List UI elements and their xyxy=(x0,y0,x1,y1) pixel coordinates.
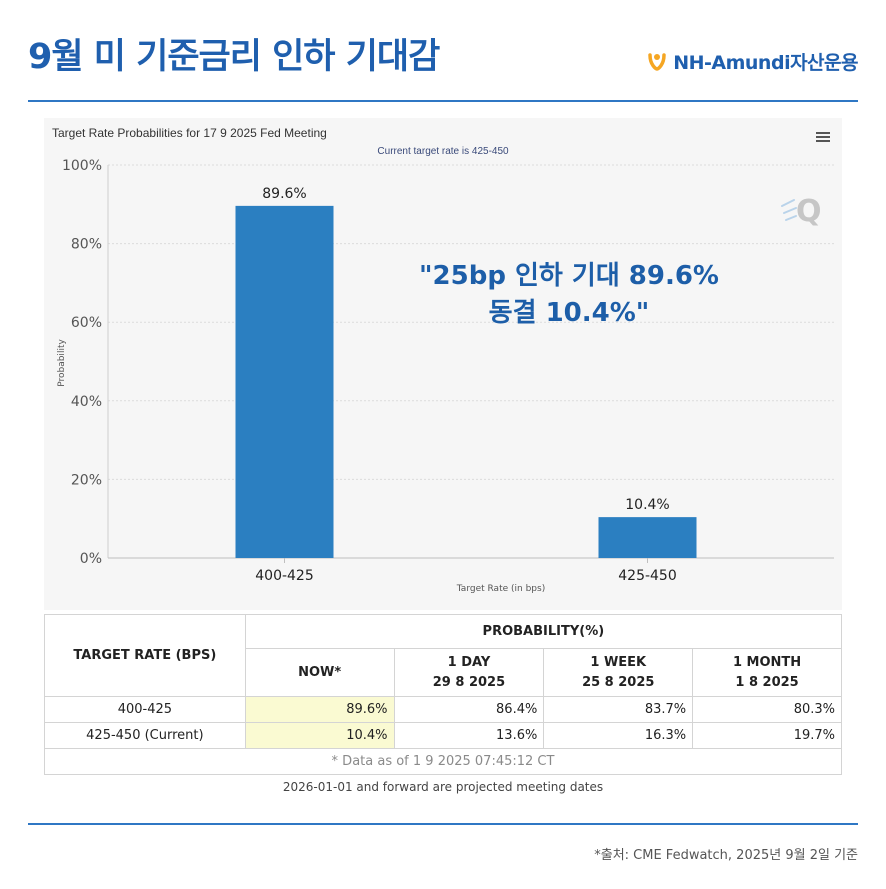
col-header-1month: 1 MONTH 1 8 2025 xyxy=(692,648,842,697)
bar-value-label: 89.6% xyxy=(262,186,306,202)
bar-chart: 0% 20% 40% 60% 80% 100% 89.6% 400-425 10.4% 425-4… xyxy=(57,158,834,594)
header-divider xyxy=(28,100,858,102)
table-row: 400-425 89.6% 86.4% 83.7% 80.3% xyxy=(44,696,842,723)
col-header-now: NOW* xyxy=(244,648,395,697)
bar-400-425 xyxy=(235,205,334,558)
probability-table: TARGET RATE (BPS) PROBABILITY(%) NOW* 1 … xyxy=(44,614,843,775)
brand-name: NH-Amundi자산운용 xyxy=(673,52,858,74)
footer-divider xyxy=(28,823,858,825)
page-title: 9월 미 기준금리 인하 기대감 xyxy=(28,37,440,77)
chart-subtitle: Current target rate is 425-450 xyxy=(377,146,509,157)
x-tick-label: 425-450 xyxy=(618,568,677,584)
x-axis-title: Target Rate (in bps) xyxy=(456,584,545,594)
prob-1day-cell: 86.4% xyxy=(393,696,545,723)
bar-425-450 xyxy=(598,517,697,558)
col-header-1week: 1 WEEK 25 8 2025 xyxy=(543,648,694,697)
rate-cell: 400-425 xyxy=(44,696,246,723)
nh-logo-icon xyxy=(648,52,666,71)
prob-1week-cell: 83.7% xyxy=(543,696,694,723)
callout-line-2: 동결 10.4%" xyxy=(488,298,650,328)
projection-note: 2026-01-01 and forward are projected mee… xyxy=(282,780,604,794)
prob-1week-cell: 16.3% xyxy=(543,722,694,749)
probability-header: PROBABILITY(%) xyxy=(244,614,843,649)
y-tick-label: 60% xyxy=(71,315,102,331)
quikstrike-q-icon: Q xyxy=(781,194,822,229)
hamburger-menu-icon[interactable] xyxy=(816,132,830,143)
brand: NH-Amundi자산운용 xyxy=(647,48,858,75)
y-tick-label: 80% xyxy=(71,237,102,253)
data-as-of-note: * Data as of 1 9 2025 07:45:12 CT xyxy=(44,748,842,775)
y-tick-label: 100% xyxy=(62,158,102,174)
y-tick-label: 20% xyxy=(71,472,102,488)
prob-1month-cell: 19.7% xyxy=(692,722,842,749)
y-tick-label: 40% xyxy=(71,394,102,410)
table-row: 425-450 (Current) 10.4% 13.6% 16.3% 19.7… xyxy=(44,722,842,749)
chart-title: Target Rate Probabilities for 17 9 2025 … xyxy=(52,126,327,140)
x-tick-label: 400-425 xyxy=(255,568,314,584)
chart-panel: 0% 20% 40% 60% 80% 100% 89.6% 400-425 10.4% 425-4… xyxy=(44,118,842,610)
y-tick-label: 0% xyxy=(80,551,102,567)
callout-line-1: "25bp 인하 기대 89.6% xyxy=(419,261,719,291)
col-header-1day: 1 DAY 29 8 2025 xyxy=(393,648,545,697)
bar-value-label: 10.4% xyxy=(625,497,669,513)
y-axis-title: Probability xyxy=(57,339,67,387)
rate-cell: 425-450 (Current) xyxy=(44,722,246,749)
callout-annotation: "25bp 인하 기대 89.6% 동결 10.4%" xyxy=(374,258,764,332)
prob-1day-cell: 13.6% xyxy=(393,722,545,749)
source-note: *출처: CME Fedwatch, 2025년 9월 2일 기준 xyxy=(594,848,858,863)
target-rate-header: TARGET RATE (BPS) xyxy=(44,614,246,697)
prob-now-cell: 89.6% xyxy=(244,696,395,723)
prob-now-cell: 10.4% xyxy=(244,722,395,749)
svg-text:Q: Q xyxy=(796,194,822,229)
prob-1month-cell: 80.3% xyxy=(692,696,842,723)
